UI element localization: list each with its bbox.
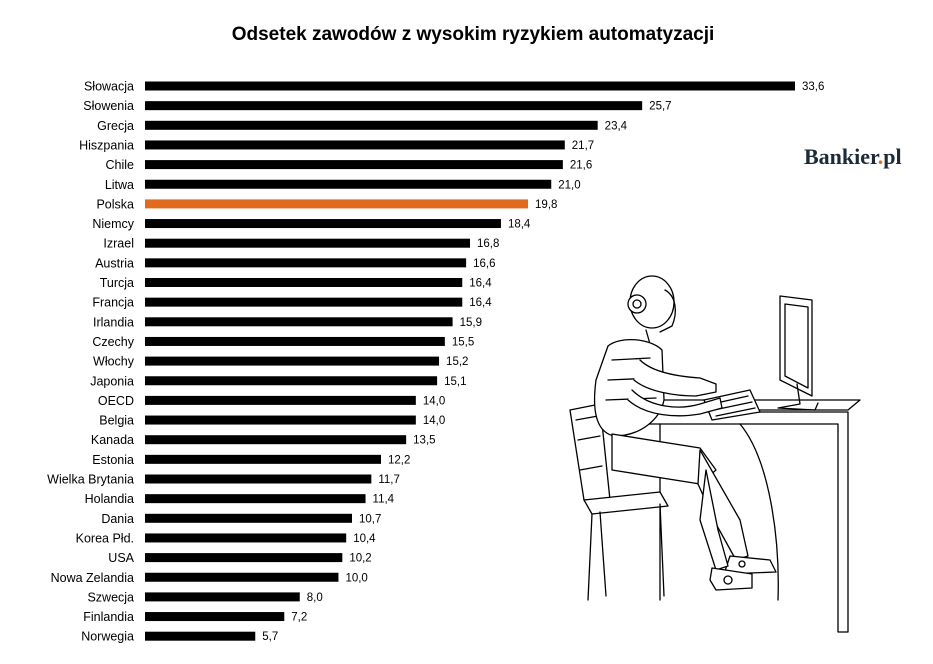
value-label: 10,4	[353, 533, 376, 545]
category-label: Holandia	[85, 492, 134, 506]
bar	[145, 278, 463, 287]
bar	[145, 612, 285, 622]
bar	[145, 297, 463, 307]
category-label: Czechy	[92, 335, 134, 349]
bar	[145, 631, 256, 641]
value-label: 16,8	[477, 238, 499, 250]
value-label: 21,0	[558, 179, 580, 191]
category-label: Niemcy	[92, 217, 134, 231]
bar	[145, 376, 438, 386]
value-label: 15,2	[446, 356, 468, 368]
value-label: 19,8	[535, 199, 557, 211]
bars-group: Słowacja 33,6 Słowenia 25,7 Grecja 23,4 Hiszpa…	[47, 80, 824, 644]
value-label: 7,2	[291, 612, 307, 624]
category-label: Finlandia	[83, 610, 134, 624]
bar	[145, 435, 407, 445]
value-label: 5,7	[262, 631, 278, 643]
bar	[145, 454, 382, 464]
bar-highlight	[145, 199, 529, 209]
category-label: Włochy	[93, 355, 135, 369]
bar	[145, 238, 470, 248]
value-label: 10,7	[359, 513, 381, 525]
bar	[145, 81, 795, 91]
category-label: Nowa Zelandia	[51, 571, 134, 585]
value-label: 23,4	[605, 120, 628, 132]
value-label: 21,7	[572, 140, 594, 152]
bar	[145, 513, 352, 523]
value-label: 15,1	[444, 376, 466, 388]
category-label: Dania	[101, 512, 134, 526]
category-label: OECD	[98, 394, 134, 408]
category-label: Szwecja	[87, 590, 134, 604]
category-label: USA	[108, 551, 134, 565]
bar	[145, 356, 440, 366]
robot-at-computer-icon	[569, 275, 861, 633]
bar	[145, 572, 339, 582]
value-label: 15,5	[452, 336, 474, 348]
category-label: Wielka Brytania	[47, 473, 134, 487]
value-label: 21,6	[570, 160, 592, 172]
category-label: Norwegia	[81, 630, 134, 644]
value-label: 15,9	[460, 317, 482, 329]
category-label: Austria	[95, 256, 134, 270]
bar	[145, 120, 598, 130]
value-label: 12,2	[388, 454, 410, 466]
value-label: 11,4	[373, 494, 395, 506]
category-label: Chile	[106, 158, 135, 172]
bar	[145, 592, 300, 602]
category-label: Litwa	[105, 178, 134, 192]
value-label: 10,2	[349, 553, 371, 565]
bar	[145, 219, 501, 229]
category-label: Estonia	[92, 453, 134, 467]
bar	[145, 474, 372, 484]
category-label: Polska	[96, 197, 134, 211]
bar	[145, 533, 347, 543]
value-label: 25,7	[649, 101, 671, 113]
value-label: 16,6	[473, 258, 495, 270]
bar	[145, 494, 366, 504]
value-label: 33,6	[802, 81, 824, 93]
value-label: 18,4	[508, 219, 531, 231]
value-label: 10,0	[345, 572, 367, 584]
category-label: Korea Płd.	[76, 531, 134, 545]
category-label: Turcja	[100, 276, 134, 290]
category-label: Belgia	[99, 414, 134, 428]
category-label: Francja	[92, 296, 134, 310]
value-label: 8,0	[307, 592, 323, 604]
bar	[145, 415, 416, 425]
value-label: 14,0	[423, 415, 445, 427]
bar	[145, 317, 453, 327]
bar	[145, 258, 467, 268]
category-label: Słowenia	[83, 99, 134, 113]
bar	[145, 336, 445, 346]
bar	[145, 179, 552, 189]
category-label: Japonia	[90, 374, 134, 388]
value-label: 16,4	[469, 297, 492, 309]
category-label: Słowacja	[84, 80, 134, 94]
bar	[145, 553, 343, 563]
logo-text: Bankier.pl	[804, 144, 902, 169]
category-label: Izrael	[103, 237, 134, 251]
chart-title: Odsetek zawodów z wysokim ryzykiem autom…	[232, 24, 715, 45]
value-label: 11,7	[378, 474, 400, 486]
value-label: 16,4	[469, 278, 492, 290]
bar	[145, 140, 565, 150]
category-label: Kanada	[91, 433, 134, 447]
value-label: 13,5	[413, 435, 435, 447]
bar	[145, 101, 643, 111]
bar	[145, 160, 563, 170]
category-label: Hiszpania	[79, 138, 134, 152]
category-label: Grecja	[97, 119, 134, 133]
value-label: 14,0	[423, 395, 445, 407]
category-label: Irlandia	[93, 315, 134, 329]
bar	[145, 395, 416, 405]
